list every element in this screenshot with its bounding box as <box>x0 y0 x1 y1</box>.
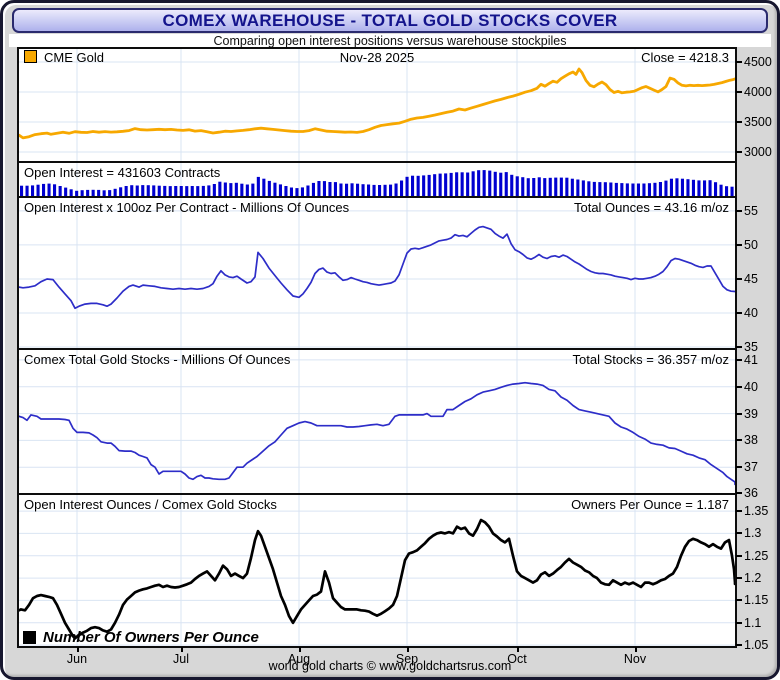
comex-total-stocks-plot <box>19 350 735 493</box>
x-tick-label-jul: Jul <box>164 647 198 666</box>
panel-owners-per-ounce <box>17 493 737 648</box>
y-tick-label: 1.1 <box>735 615 762 630</box>
y-tick-label: 1.05 <box>735 638 769 653</box>
y-tick-label: 4500 <box>736 54 772 69</box>
y-tick-label: 1.15 <box>735 593 769 608</box>
oi-million-oz-plot <box>19 198 735 348</box>
panel-oi-ounces <box>17 196 737 350</box>
x-tick-label-oct: Oct <box>500 647 534 666</box>
x-tick-label-jun: Jun <box>60 647 94 666</box>
y-tick-label: 50 <box>736 237 758 252</box>
open-interest-contracts-plot <box>20 163 734 196</box>
y-tick-label: 4000 <box>736 84 772 99</box>
footer-credit: world gold charts © www.goldchartsrus.co… <box>268 659 512 673</box>
gold-price-plot <box>19 49 735 161</box>
x-tick-label-aug: Aug <box>282 647 316 666</box>
panel-total-stocks <box>17 348 737 495</box>
page-title: COMEX WAREHOUSE - TOTAL GOLD STOCKS COVE… <box>162 10 618 30</box>
subtitle-strip: Comparing open interest positions versus… <box>9 33 771 48</box>
title-bar: COMEX WAREHOUSE - TOTAL GOLD STOCKS COVE… <box>12 8 768 33</box>
y-tick-label: 40 <box>736 379 758 394</box>
owners-legend: Number Of Owners Per Ounce <box>23 629 259 646</box>
y-tick-label: 35 <box>736 339 758 354</box>
y-tick-label: 39 <box>736 406 758 421</box>
y-tick-label: 37 <box>736 460 758 475</box>
x-tick-label-nov: Nov <box>618 647 652 666</box>
y-tick-label: 1.25 <box>735 548 769 563</box>
owners-legend-label: Number Of Owners Per Ounce <box>43 629 259 646</box>
y-tick-label: 1.2 <box>735 571 762 586</box>
y-tick-label: 3500 <box>736 114 772 129</box>
y-tick-label: 1.35 <box>735 504 769 519</box>
y-tick-label: 45 <box>736 271 758 286</box>
owners-legend-swatch-icon <box>23 631 36 644</box>
y-tick-label: 38 <box>736 433 758 448</box>
y-tick-label: 3000 <box>736 144 772 159</box>
y-tick-label: 55 <box>736 203 758 218</box>
y-tick-label: 41 <box>736 352 758 367</box>
panel-gold-price <box>17 47 737 163</box>
y-tick-label: 40 <box>736 305 758 320</box>
x-tick-label-sep: Sep <box>390 647 424 666</box>
y-tick-label: 36 <box>736 486 758 500</box>
owners-per-ounce-plot <box>19 495 735 646</box>
chart-subtitle: Comparing open interest positions versus… <box>213 33 567 48</box>
panel-open-interest-bars <box>17 161 737 198</box>
y-tick-label: 1.3 <box>735 526 762 541</box>
